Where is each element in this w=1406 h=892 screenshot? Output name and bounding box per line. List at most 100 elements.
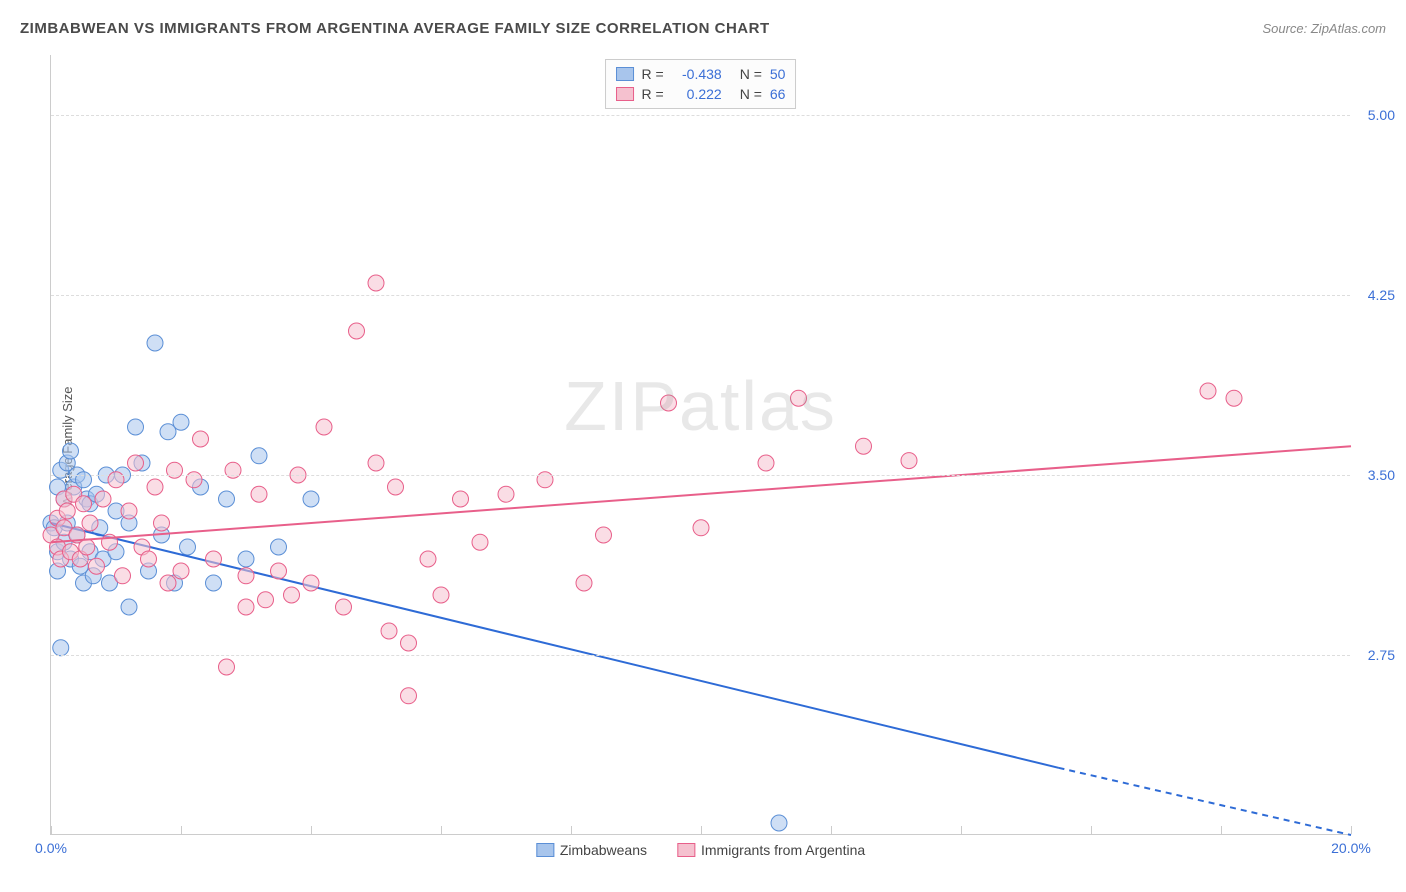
- r-value: 0.222: [672, 86, 722, 102]
- x-tick: [1091, 826, 1092, 834]
- scatter-point: [128, 455, 144, 471]
- scatter-point: [433, 587, 449, 603]
- scatter-point: [388, 479, 404, 495]
- scatter-point: [251, 486, 267, 502]
- legend-swatch: [616, 67, 634, 81]
- scatter-point: [401, 635, 417, 651]
- scatter-point: [661, 395, 677, 411]
- gridline-h: [51, 115, 1350, 116]
- scatter-point: [336, 599, 352, 615]
- gridline-h: [51, 475, 1350, 476]
- r-label: R =: [642, 66, 664, 82]
- chart-svg: [51, 55, 1350, 834]
- scatter-point: [82, 515, 98, 531]
- x-tick: [181, 826, 182, 834]
- scatter-point: [251, 448, 267, 464]
- scatter-point: [856, 438, 872, 454]
- x-tick: [961, 826, 962, 834]
- n-label: N =: [740, 66, 762, 82]
- scatter-point: [420, 551, 436, 567]
- scatter-point: [121, 503, 137, 519]
- x-tick: [51, 826, 52, 834]
- chart-source: Source: ZipAtlas.com: [1262, 21, 1386, 36]
- scatter-point: [271, 539, 287, 555]
- scatter-point: [95, 491, 111, 507]
- x-tick: [831, 826, 832, 834]
- scatter-point: [141, 551, 157, 567]
- scatter-point: [271, 563, 287, 579]
- scatter-point: [160, 575, 176, 591]
- scatter-point: [368, 275, 384, 291]
- scatter-point: [63, 443, 79, 459]
- scatter-point: [349, 323, 365, 339]
- trend-line-dashed: [1059, 768, 1352, 835]
- n-value: 50: [770, 66, 786, 82]
- scatter-point: [303, 575, 319, 591]
- scatter-point: [693, 520, 709, 536]
- scatter-point: [1200, 383, 1216, 399]
- scatter-point: [59, 503, 75, 519]
- legend-swatch: [616, 87, 634, 101]
- scatter-point: [238, 568, 254, 584]
- legend-series: Zimbabweans Immigrants from Argentina: [536, 842, 865, 858]
- x-tick-label: 20.0%: [1331, 840, 1371, 856]
- x-tick: [571, 826, 572, 834]
- scatter-point: [53, 640, 69, 656]
- legend-swatch: [536, 843, 554, 857]
- gridline-h: [51, 655, 1350, 656]
- scatter-point: [76, 496, 92, 512]
- legend-swatch: [677, 843, 695, 857]
- scatter-point: [79, 539, 95, 555]
- legend-series-label: Immigrants from Argentina: [701, 842, 865, 858]
- scatter-point: [193, 431, 209, 447]
- scatter-point: [771, 815, 787, 831]
- x-tick-label: 0.0%: [35, 840, 67, 856]
- scatter-point: [180, 539, 196, 555]
- scatter-point: [472, 534, 488, 550]
- chart-plot-area: ZIPatlas R = -0.438 N = 50 R = 0.222 N =…: [50, 55, 1350, 835]
- scatter-point: [89, 558, 105, 574]
- y-tick-label: 2.75: [1368, 647, 1395, 663]
- scatter-point: [576, 575, 592, 591]
- scatter-point: [206, 575, 222, 591]
- y-tick-label: 3.50: [1368, 467, 1395, 483]
- r-label: R =: [642, 86, 664, 102]
- scatter-point: [1226, 390, 1242, 406]
- x-tick: [441, 826, 442, 834]
- x-tick: [311, 826, 312, 834]
- scatter-point: [758, 455, 774, 471]
- n-value: 66: [770, 86, 786, 102]
- scatter-point: [238, 551, 254, 567]
- legend-series-item: Immigrants from Argentina: [677, 842, 865, 858]
- scatter-point: [596, 527, 612, 543]
- scatter-point: [121, 599, 137, 615]
- scatter-point: [401, 688, 417, 704]
- y-tick-label: 4.25: [1368, 287, 1395, 303]
- scatter-point: [219, 491, 235, 507]
- x-tick: [701, 826, 702, 834]
- y-tick-label: 5.00: [1368, 107, 1395, 123]
- scatter-point: [303, 491, 319, 507]
- scatter-point: [147, 479, 163, 495]
- trend-line: [51, 523, 1059, 768]
- r-value: -0.438: [672, 66, 722, 82]
- scatter-point: [238, 599, 254, 615]
- scatter-point: [154, 515, 170, 531]
- scatter-point: [498, 486, 514, 502]
- scatter-point: [128, 419, 144, 435]
- x-tick: [1221, 826, 1222, 834]
- legend-series-label: Zimbabweans: [560, 842, 647, 858]
- scatter-point: [453, 491, 469, 507]
- legend-row: R = 0.222 N = 66: [616, 84, 786, 104]
- legend-row: R = -0.438 N = 50: [616, 64, 786, 84]
- scatter-point: [173, 563, 189, 579]
- scatter-point: [147, 335, 163, 351]
- scatter-point: [258, 592, 274, 608]
- scatter-point: [316, 419, 332, 435]
- chart-header: ZIMBABWEAN VS IMMIGRANTS FROM ARGENTINA …: [20, 20, 1386, 37]
- scatter-point: [368, 455, 384, 471]
- chart-title: ZIMBABWEAN VS IMMIGRANTS FROM ARGENTINA …: [20, 20, 770, 37]
- scatter-point: [901, 453, 917, 469]
- x-tick: [1351, 826, 1352, 834]
- scatter-point: [381, 623, 397, 639]
